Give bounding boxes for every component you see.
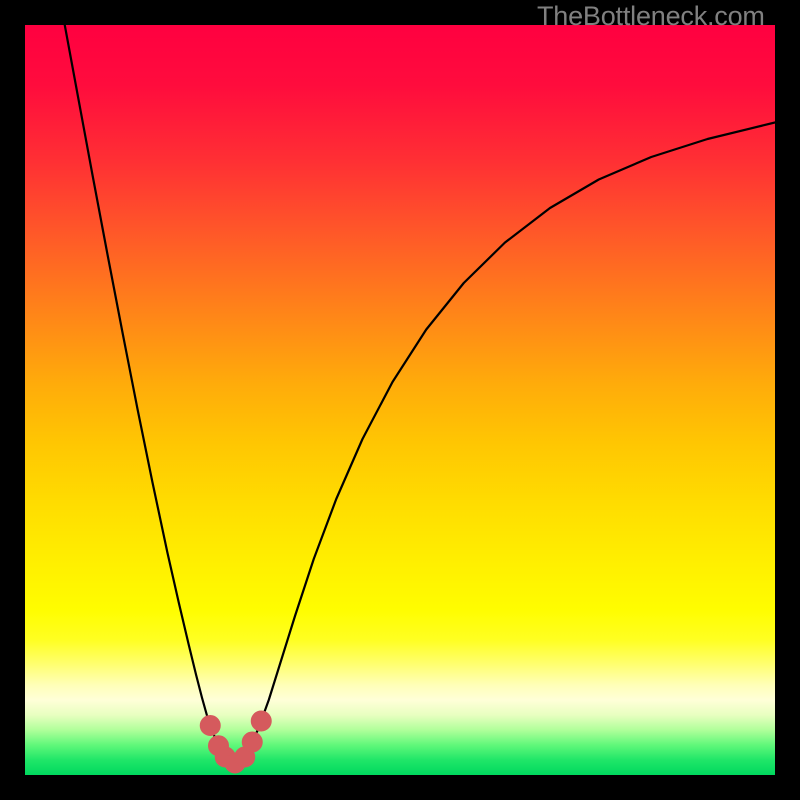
gradient-background bbox=[25, 25, 775, 775]
plot-area bbox=[25, 25, 775, 775]
chart-svg bbox=[25, 25, 775, 775]
watermark-text: TheBottleneck.com bbox=[537, 1, 765, 32]
curve-marker bbox=[200, 716, 220, 736]
curve-marker bbox=[251, 711, 271, 731]
curve-marker bbox=[242, 732, 262, 752]
